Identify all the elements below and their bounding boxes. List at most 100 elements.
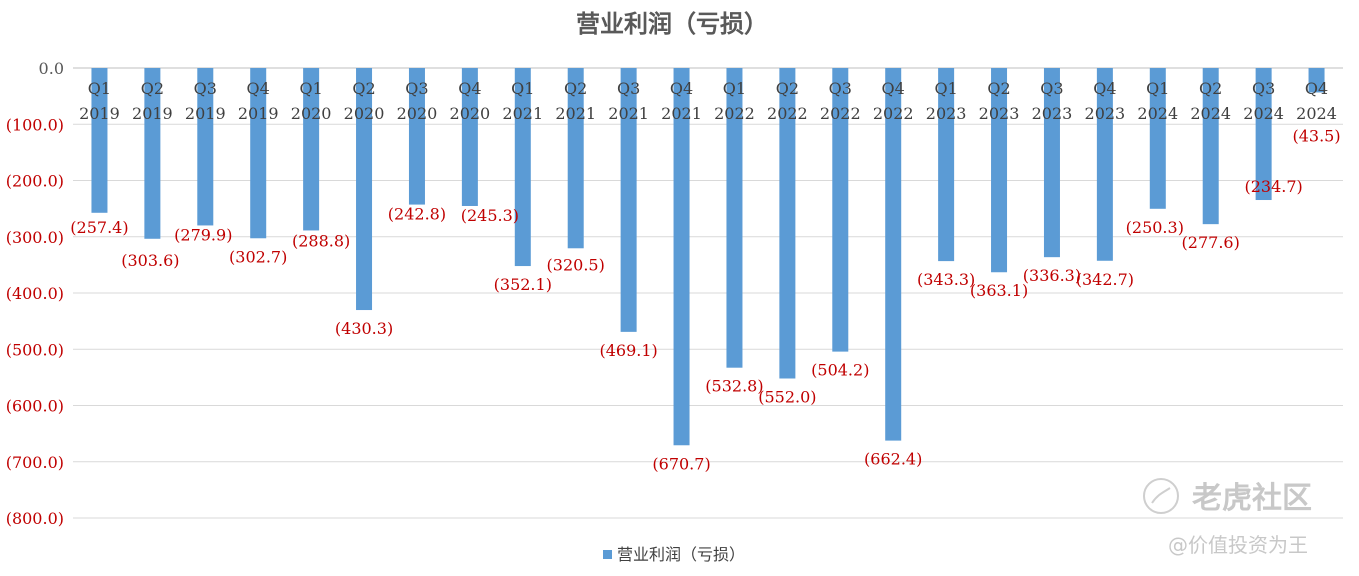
- x-tick-year: 2020: [291, 104, 332, 123]
- y-tick-label: (500.0): [6, 340, 64, 359]
- data-label: (342.7): [1076, 270, 1134, 289]
- bar: [567, 68, 584, 249]
- bar: [1308, 68, 1325, 93]
- x-tick-quarter: Q2: [987, 79, 1010, 98]
- x-tick-year: 2021: [555, 104, 596, 123]
- data-label: (352.1): [494, 275, 552, 294]
- bar: [726, 68, 743, 368]
- legend: 营业利润（亏损）: [603, 545, 745, 564]
- bar: [197, 68, 214, 226]
- data-label: (288.8): [292, 231, 350, 250]
- x-tick-quarter: Q4: [670, 79, 693, 98]
- watermark-handle: @价值投资为王: [1168, 533, 1308, 557]
- bar: [620, 68, 637, 332]
- tiger-logo-icon: [1143, 478, 1179, 514]
- data-label: (302.7): [229, 247, 287, 266]
- x-tick-quarter: Q2: [776, 79, 799, 98]
- x-tick-quarter: Q1: [934, 79, 957, 98]
- x-tick-quarter: Q1: [299, 79, 322, 98]
- data-label: (504.2): [811, 361, 869, 380]
- data-labels: (257.4) (303.6) (279.9) (302.7) (288.8) (430.…: [70, 126, 1340, 473]
- watermark: 老虎社区 @价值投资为王: [1143, 478, 1312, 557]
- data-label: (257.4): [70, 218, 128, 237]
- bar: [991, 68, 1008, 273]
- x-tick-year: 2020: [397, 104, 438, 123]
- bar: [1096, 68, 1113, 261]
- bar: [779, 68, 796, 379]
- x-tick-year: 2022: [873, 104, 914, 123]
- x-tick-quarter: Q3: [1252, 79, 1275, 98]
- chart-title: 营业利润（亏损）: [576, 10, 768, 38]
- x-tick-year: 2023: [979, 104, 1020, 123]
- bar: [885, 68, 902, 441]
- x-tick-quarter: Q1: [88, 79, 111, 98]
- x-tick-year: 2019: [132, 104, 173, 123]
- x-tick-year: 2020: [450, 104, 491, 123]
- data-label: (343.3): [917, 270, 975, 289]
- bar: [1202, 68, 1219, 225]
- x-tick-quarter: Q2: [141, 79, 164, 98]
- bar: [250, 68, 267, 239]
- x-tick-year: 2019: [238, 104, 279, 123]
- data-label: (532.8): [705, 377, 763, 396]
- x-tick-year: 2021: [608, 104, 649, 123]
- legend-label: 营业利润（亏损）: [617, 545, 745, 564]
- bar: [514, 68, 531, 267]
- data-label: (336.3): [1023, 266, 1081, 285]
- bar: [408, 68, 425, 205]
- x-tick-quarter: Q2: [1199, 79, 1222, 98]
- x-tick-year: 2019: [185, 104, 226, 123]
- x-tick-year: 2022: [767, 104, 808, 123]
- x-tick-year: 2022: [820, 104, 861, 123]
- x-tick-quarter: Q1: [1146, 79, 1169, 98]
- data-label: (552.0): [758, 388, 816, 407]
- bar: [91, 68, 108, 213]
- bar: [673, 68, 690, 446]
- x-tick-quarter: Q2: [564, 79, 587, 98]
- data-label: (250.3): [1126, 218, 1184, 237]
- x-tick-year: 2022: [714, 104, 755, 123]
- bar: [1255, 68, 1272, 201]
- y-tick-label: (400.0): [6, 284, 64, 303]
- x-tick-year: 2023: [1085, 104, 1126, 123]
- gridlines: [73, 67, 1343, 519]
- x-tick-quarter: Q3: [405, 79, 428, 98]
- x-tick-quarter: Q2: [352, 79, 375, 98]
- x-tick-year: 2020: [344, 104, 385, 123]
- x-tick-quarter: Q4: [458, 79, 481, 98]
- data-label: (320.5): [547, 255, 605, 274]
- x-tick-year: 2023: [926, 104, 967, 123]
- bar: [144, 68, 161, 239]
- bars: [91, 68, 1325, 446]
- x-tick-year: 2024: [1296, 104, 1337, 123]
- x-tick-year: 2023: [1032, 104, 1073, 123]
- x-tick-quarter: Q3: [1040, 79, 1063, 98]
- x-tick-quarter: Q4: [1305, 79, 1328, 98]
- y-tick-label: (300.0): [6, 228, 64, 247]
- y-tick-label: (800.0): [6, 509, 64, 528]
- y-tick-label: (600.0): [6, 397, 64, 416]
- bar: [1043, 68, 1060, 258]
- x-tick-year: 2024: [1137, 104, 1178, 123]
- watermark-brand: 老虎社区: [1192, 481, 1312, 516]
- data-label: (303.6): [121, 251, 179, 270]
- y-tick-label: 0.0: [39, 59, 64, 78]
- y-axis: 0.0 (100.0) (200.0) (300.0) (400.0) (500.0) (6…: [6, 59, 64, 528]
- y-tick-label: (700.0): [6, 453, 64, 472]
- x-tick-year: 2021: [661, 104, 702, 123]
- data-label: (279.9): [174, 225, 232, 244]
- legend-swatch: [603, 550, 612, 559]
- x-tick-quarter: Q4: [1093, 79, 1116, 98]
- x-tick-quarter: Q3: [829, 79, 852, 98]
- y-tick-label: (200.0): [6, 172, 64, 191]
- data-label: (234.7): [1244, 177, 1302, 196]
- x-tick-year: 2019: [79, 104, 120, 123]
- x-tick-quarter: Q4: [247, 79, 270, 98]
- data-label: (469.1): [599, 341, 657, 360]
- x-axis: Q1 2019 Q2 2019 Q3 2019 Q4 2019 Q1 2020 Q2 2020 Q3 20…: [79, 79, 1337, 123]
- x-tick-year: 2024: [1243, 104, 1284, 123]
- data-label: (363.1): [970, 281, 1028, 300]
- data-label: (242.8): [388, 205, 446, 224]
- x-tick-year: 2024: [1190, 104, 1231, 123]
